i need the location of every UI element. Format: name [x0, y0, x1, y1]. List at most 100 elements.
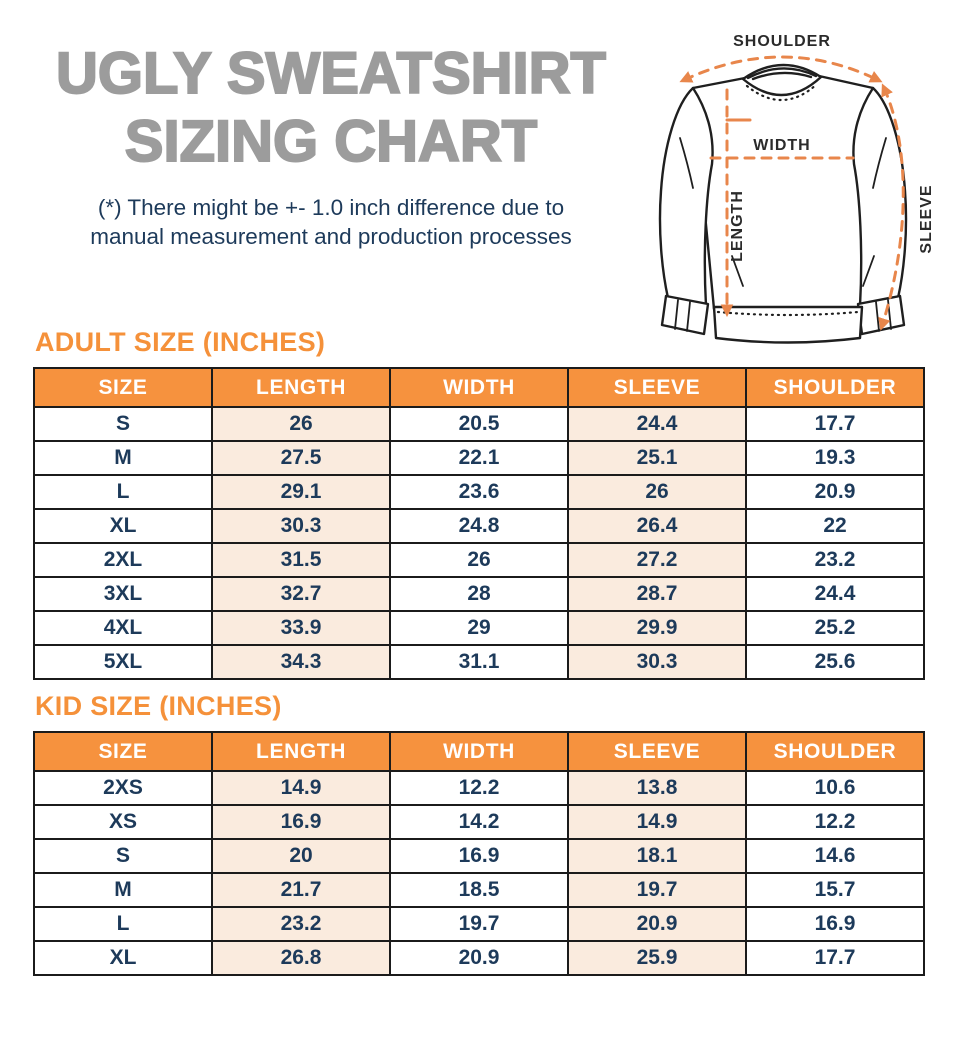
measurement-cell: 14.2	[389, 804, 569, 840]
table-row: M 27.5 22.1 25.1 19.3	[33, 440, 925, 476]
measurement-cell: 30.3	[211, 508, 391, 544]
table-row: 5XL 34.3 31.1 30.3 25.6	[33, 644, 925, 680]
measurement-cell: 26.8	[211, 940, 391, 976]
measurement-cell: 27.2	[567, 542, 747, 578]
measurement-cell: 21.7	[211, 872, 391, 908]
table-row: M 21.7 18.5 19.7 15.7	[33, 872, 925, 908]
table-row: 4XL 33.9 29 29.9 25.2	[33, 610, 925, 646]
column-header-shoulder: SHOULDER	[745, 731, 925, 772]
measurement-cell: 25.6	[745, 644, 925, 680]
table-row: S 20 16.9 18.1 14.6	[33, 838, 925, 874]
measurement-cell: 25.1	[567, 440, 747, 476]
measurement-cell: 15.7	[745, 872, 925, 908]
measurement-cell: 28.7	[567, 576, 747, 612]
size-cell: 4XL	[33, 610, 213, 646]
sweatshirt-outline	[658, 63, 908, 344]
table-row: S 26 20.5 24.4 17.7	[33, 406, 925, 442]
size-cell: L	[33, 474, 213, 510]
measurement-cell: 26	[389, 542, 569, 578]
measurement-cell: 24.4	[745, 576, 925, 612]
size-cell: 2XL	[33, 542, 213, 578]
size-cell: 3XL	[33, 576, 213, 612]
width-measure-label: WIDTH	[753, 137, 810, 154]
measurement-cell: 33.9	[211, 610, 391, 646]
table-row: 2XS 14.9 12.2 13.8 10.6	[33, 770, 925, 806]
size-cell: 2XS	[33, 770, 213, 806]
measurement-cell: 29.1	[211, 474, 391, 510]
adult-size-table: SIZE LENGTH WIDTH SLEEVE SHOULDER S 26 20.5 24.…	[33, 367, 925, 680]
table-row: L 23.2 19.7 20.9 16.9	[33, 906, 925, 942]
measurement-cell: 16.9	[389, 838, 569, 874]
measurement-cell: 13.8	[567, 770, 747, 806]
title-line-1: UGLY SWEATSHIRT	[55, 40, 607, 107]
kid-size-section: KID SIZE (INCHES) SIZE LENGTH WIDTH SLEEVE S…	[33, 691, 925, 976]
measurement-cell: 27.5	[211, 440, 391, 476]
measurement-cell: 26	[211, 406, 391, 442]
size-cell: 5XL	[33, 644, 213, 680]
measurement-cell: 12.2	[745, 804, 925, 840]
measurement-cell: 14.6	[745, 838, 925, 874]
measurement-cell: 20.9	[745, 474, 925, 510]
column-header-length: LENGTH	[211, 367, 391, 408]
measurement-cell: 18.1	[567, 838, 747, 874]
measurement-cell: 19.7	[567, 872, 747, 908]
size-cell: XL	[33, 508, 213, 544]
measurement-cell: 17.7	[745, 940, 925, 976]
column-header-sleeve: SLEEVE	[567, 731, 747, 772]
disclaimer-line-2: manual measurement and production proces…	[90, 223, 572, 249]
measurement-cell: 12.2	[389, 770, 569, 806]
column-header-sleeve: SLEEVE	[567, 367, 747, 408]
measurement-cell: 29	[389, 610, 569, 646]
measurement-cell: 23.2	[745, 542, 925, 578]
measurement-cell: 30.3	[567, 644, 747, 680]
sleeve-measure-arrow	[878, 83, 905, 331]
length-measure-label: LENGTH	[729, 190, 746, 262]
measurement-cell: 14.9	[567, 804, 747, 840]
table-row: XL 26.8 20.9 25.9 17.7	[33, 940, 925, 976]
measurement-cell: 25.9	[567, 940, 747, 976]
adult-size-heading: ADULT SIZE (INCHES)	[35, 327, 326, 357]
kid-size-heading: KID SIZE (INCHES)	[35, 691, 282, 721]
measurement-cell: 24.8	[389, 508, 569, 544]
size-cell: L	[33, 906, 213, 942]
table-row: 3XL 32.7 28 28.7 24.4	[33, 576, 925, 612]
measurement-cell: 18.5	[389, 872, 569, 908]
kid-size-table: SIZE LENGTH WIDTH SLEEVE SHOULDER 2XS 14.9 12.…	[33, 731, 925, 976]
column-header-size: SIZE	[33, 367, 213, 408]
column-header-length: LENGTH	[211, 731, 391, 772]
measurement-cell: 23.6	[389, 474, 569, 510]
size-cell: XL	[33, 940, 213, 976]
size-cell: M	[33, 872, 213, 908]
measurement-cell: 19.7	[389, 906, 569, 942]
measurement-cell: 16.9	[745, 906, 925, 942]
disclaimer-note: (*) There might be +- 1.0 inch differenc…	[0, 194, 662, 252]
measurement-cell: 25.2	[745, 610, 925, 646]
measurement-cell: 29.9	[567, 610, 747, 646]
measurement-cell: 28	[389, 576, 569, 612]
measurement-cell: 31.5	[211, 542, 391, 578]
measurement-cell: 16.9	[211, 804, 391, 840]
measurement-cell: 26	[567, 474, 747, 510]
table-row: XS 16.9 14.2 14.9 12.2	[33, 804, 925, 840]
measurement-cell: 22.1	[389, 440, 569, 476]
size-cell: M	[33, 440, 213, 476]
measurement-cell: 32.7	[211, 576, 391, 612]
adult-header-row: SIZE LENGTH WIDTH SLEEVE SHOULDER	[33, 367, 925, 408]
shoulder-measure-arrow	[679, 55, 883, 83]
size-cell: S	[33, 406, 213, 442]
measurement-cell: 20	[211, 838, 391, 874]
sleeve-measure-label: SLEEVE	[918, 184, 935, 253]
table-row: XL 30.3 24.8 26.4 22	[33, 508, 925, 544]
size-cell: XS	[33, 804, 213, 840]
table-row: 2XL 31.5 26 27.2 23.2	[33, 542, 925, 578]
sweatshirt-illustration: SHOULDER WIDTH LENGTH SLEEVE	[658, 33, 935, 344]
measurement-cell: 20.9	[567, 906, 747, 942]
measurement-cell: 23.2	[211, 906, 391, 942]
header: UGLY SWEATSHIRT SIZING CHART (*) There m…	[0, 40, 662, 251]
size-cell: S	[33, 838, 213, 874]
measurement-cell: 20.5	[389, 406, 569, 442]
adult-size-section: ADULT SIZE (INCHES) SIZE LENGTH WIDTH SLEEV…	[33, 327, 925, 680]
measurement-cell: 17.7	[745, 406, 925, 442]
measurement-cell: 26.4	[567, 508, 747, 544]
